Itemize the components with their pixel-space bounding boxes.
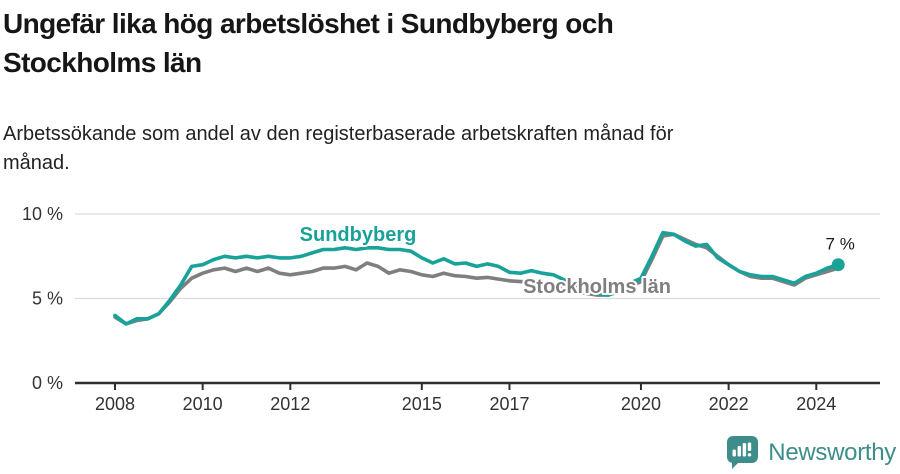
- y-axis-tick-label: 5 %: [32, 289, 63, 309]
- x-axis-tick-label: 2017: [489, 394, 529, 414]
- y-axis-tick-label: 10 %: [22, 204, 63, 224]
- series-end-dot-sundbyberg: [831, 258, 845, 272]
- newsworthy-logo-icon: [727, 436, 759, 469]
- y-axis-tick-label: 0 %: [32, 373, 63, 393]
- chart-subtitle-line-2: månad.: [3, 152, 70, 174]
- x-axis-tick-label: 2008: [95, 394, 135, 414]
- x-axis-tick-label: 2015: [402, 394, 442, 414]
- brand-footer: Newsworthy: [726, 435, 896, 470]
- end-value-annotation: 7 %: [826, 235, 855, 254]
- series-label-sundbyberg: Sundbyberg: [300, 224, 417, 246]
- chart-title-line-2: Stockholms län: [3, 47, 202, 78]
- chart-title: Ungefär lika hög arbetslöshet i Sundbybe…: [3, 4, 863, 82]
- brand-name: Newsworthy: [768, 438, 896, 466]
- x-axis-tick-label: 2010: [183, 394, 223, 414]
- series-line-sundbyberg: [113, 230, 841, 326]
- series-line-stockholms-l-n: [113, 232, 841, 326]
- x-axis-tick-label: 2012: [270, 394, 310, 414]
- x-axis-tick-label: 2022: [709, 394, 749, 414]
- chart-subtitle: Arbetssökande som andel av den registerb…: [3, 120, 863, 178]
- chart-title-line-1: Ungefär lika hög arbetslöshet i Sundbybe…: [3, 8, 614, 39]
- unemployment-line-chart: 0 % 5 % 10 % 2008 2010 2012 2015 2017 2020 2022 20…: [22, 204, 880, 414]
- x-axis-tick-label: 2024: [796, 394, 836, 414]
- chart-subtitle-line-1: Arbetssökande som andel av den registerb…: [3, 123, 674, 145]
- x-axis-tick-label: 2020: [621, 394, 661, 414]
- series-label-stockholms-l-n: Stockholms län: [523, 276, 671, 298]
